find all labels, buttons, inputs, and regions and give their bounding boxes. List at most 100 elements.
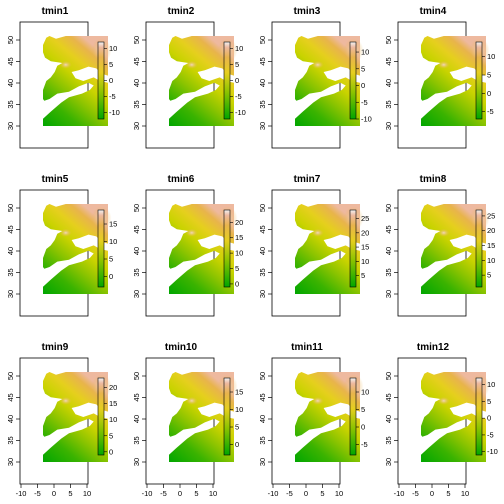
legend-colorbar	[97, 209, 105, 288]
y-tick-label: 45	[6, 57, 15, 65]
legend-tick-label: 15	[109, 399, 117, 408]
y-tick-label: 45	[258, 57, 267, 65]
temperature-raster	[43, 36, 112, 126]
legend-tick-label: 5	[361, 405, 365, 414]
legend-tick-label: 15	[235, 233, 243, 242]
mountain-highlight	[437, 228, 450, 237]
y-tick-label: 40	[132, 247, 141, 255]
y-tick-label: 45	[132, 393, 141, 401]
land-area	[169, 36, 234, 126]
legend-tick-label: 15	[487, 241, 495, 250]
x-tick-label: 10	[209, 489, 217, 498]
legend-tick-label: 25	[361, 214, 369, 223]
land-area	[295, 36, 360, 126]
panel-title: tmin5	[42, 174, 69, 185]
x-tick-label: -5	[160, 489, 167, 498]
legend-tick-label: 5	[109, 60, 113, 69]
y-tick-label: 50	[384, 36, 393, 44]
mountain-highlight	[59, 60, 72, 69]
legend-tick-label: 0	[235, 76, 239, 85]
x-tick-label: 10	[335, 489, 343, 498]
y-tick-label: 45	[384, 393, 393, 401]
y-tick-label: 40	[6, 247, 15, 255]
y-tick-label: 50	[6, 204, 15, 212]
panel-title: tmin11	[291, 342, 323, 353]
y-tick-label: 35	[132, 100, 141, 108]
legend-tick-label: 0	[235, 279, 239, 288]
x-tick-label: -5	[412, 489, 419, 498]
x-tick-label: 5	[446, 489, 450, 498]
legend-tick-label: 5	[235, 60, 239, 69]
legend-tick-label: 10	[235, 249, 243, 258]
temperature-raster	[43, 372, 112, 462]
y-tick-label: 30	[384, 458, 393, 466]
y-tick-label: 50	[6, 372, 15, 380]
legend-tick-label: 15	[235, 388, 243, 397]
y-tick-label: 50	[258, 36, 267, 44]
legend-tick-label: 5	[487, 271, 491, 280]
y-tick-label: 40	[132, 79, 141, 87]
panel-title: tmin12	[417, 342, 450, 353]
mountain-highlight	[311, 228, 324, 237]
y-tick-label: 35	[6, 436, 15, 444]
legend-colorbar	[223, 209, 231, 288]
x-tick-label: -5	[34, 489, 41, 498]
legend-tick-label: -5	[109, 92, 116, 101]
y-tick-label: 50	[132, 372, 141, 380]
y-tick-label: 45	[6, 225, 15, 233]
land-area	[43, 36, 108, 126]
x-tick-label: -5	[286, 489, 293, 498]
mountain-highlight	[311, 60, 324, 69]
panel-title: tmin9	[42, 342, 69, 353]
legend-tick-label: -5	[361, 440, 368, 449]
y-tick-label: 45	[132, 57, 141, 65]
y-tick-label: 30	[258, 458, 267, 466]
y-tick-label: 40	[384, 415, 393, 423]
legend-tick-label: 5	[487, 71, 491, 80]
y-tick-label: 30	[258, 290, 267, 298]
legend-colorbar	[349, 209, 357, 288]
map-panel: tmin7 30 35 40 45 50 25 20 15 10 5	[258, 174, 369, 317]
x-tick-label: 10	[461, 489, 469, 498]
y-tick-label: 30	[6, 290, 15, 298]
mountain-highlight	[437, 60, 450, 69]
y-tick-label: 30	[384, 290, 393, 298]
y-tick-label: 45	[384, 225, 393, 233]
legend-tick-label: -5	[235, 92, 242, 101]
legend-tick-label: 5	[235, 264, 239, 273]
y-tick-label: 50	[6, 36, 15, 44]
y-tick-label: 30	[6, 122, 15, 130]
x-tick-label: 5	[320, 489, 324, 498]
legend-colorbar	[475, 377, 483, 456]
y-tick-label: 30	[132, 122, 141, 130]
legend-tick-label: -5	[487, 430, 494, 439]
legend-tick-label: -5	[487, 107, 494, 116]
legend-tick-label: 20	[361, 228, 369, 237]
y-tick-label: 40	[384, 79, 393, 87]
x-tick-label: 0	[178, 489, 182, 498]
x-tick-label: 0	[430, 489, 434, 498]
land-area	[421, 204, 486, 294]
legend-tick-label: 20	[109, 383, 117, 392]
legend-tick-label: 5	[235, 423, 239, 432]
legend-colorbar	[349, 377, 357, 456]
y-tick-label: 30	[132, 290, 141, 298]
mountain-highlight	[437, 396, 450, 405]
panel-title: tmin10	[165, 342, 198, 353]
legend-tick-label: 10	[361, 257, 369, 266]
x-tick-label: -10	[142, 489, 153, 498]
land-area	[43, 372, 108, 462]
legend-tick-label: 10	[109, 237, 117, 246]
y-tick-label: 35	[6, 100, 15, 108]
land-area	[43, 204, 108, 294]
legend-tick-label: 0	[487, 89, 491, 98]
legend-tick-label: -10	[361, 115, 372, 124]
y-tick-label: 45	[132, 225, 141, 233]
